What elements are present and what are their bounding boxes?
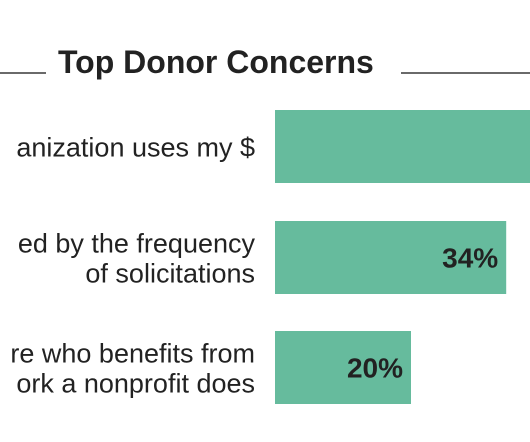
category-label-1-line-1: anization uses my $ xyxy=(16,133,255,163)
value-label-3: 20% xyxy=(347,353,403,384)
bar-2 xyxy=(275,221,507,294)
chart-title-row: Top Donor Concerns xyxy=(0,36,530,88)
category-label-3-line-1: re who benefits from xyxy=(10,339,255,369)
bar-1 xyxy=(275,110,530,183)
category-label-3-line-2: ork a nonprofit does xyxy=(16,369,255,399)
title-rule-left xyxy=(0,72,46,74)
chart-title: Top Donor Concerns xyxy=(58,44,374,80)
bar-3 xyxy=(275,331,411,404)
category-label-2-line-2: of solicitations xyxy=(85,259,255,289)
title-rule-right xyxy=(401,72,530,74)
category-label-2-line-1: ed by the frequency xyxy=(18,229,256,259)
value-label-2: 34% xyxy=(442,243,498,274)
